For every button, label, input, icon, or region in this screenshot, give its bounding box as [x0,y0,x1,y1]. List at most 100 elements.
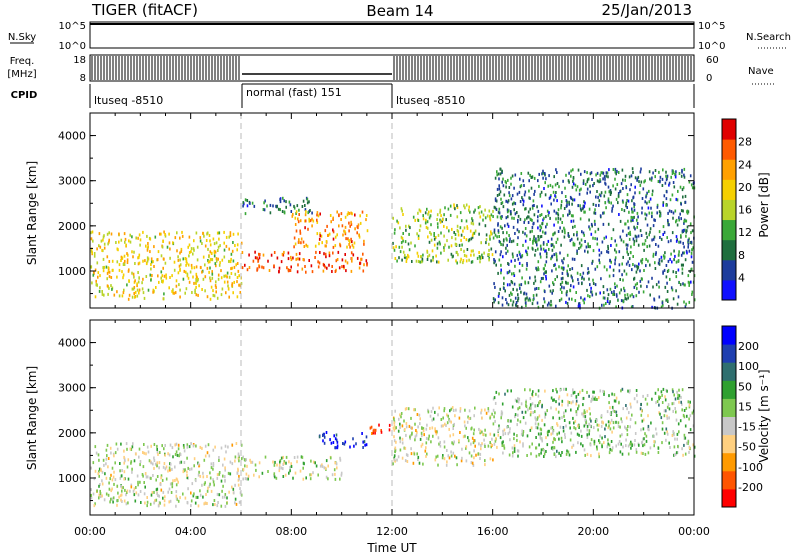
data-cell-3 [340,218,342,221]
data-cell-5 [552,190,555,194]
data-cell-0 [93,504,96,508]
data-cell-5 [556,182,559,185]
data-cell-5 [517,214,520,218]
data-cell-5 [649,263,651,267]
data-cell-0 [149,250,151,254]
data-cell-4 [453,203,455,207]
data-cell-1 [345,269,347,273]
data-cell-5 [627,425,629,428]
data-cell-0 [113,482,115,486]
data-cell-0 [226,271,229,275]
data-cell-5 [555,387,557,391]
data-cell-4 [440,424,443,428]
data-cell-4 [443,457,446,461]
data-cell-5 [602,296,605,300]
data-cell-3 [332,230,335,234]
data-cell-5 [597,227,600,231]
data-cell-0 [230,257,232,261]
data-cell-5 [570,431,573,435]
data-cell-5 [603,303,605,307]
data-cell-5 [571,445,573,449]
data-cell-1 [310,459,312,463]
data-cell-5 [598,441,601,445]
data-cell-1 [278,469,281,473]
data-cell-1 [285,455,288,459]
data-cell-5 [615,444,617,448]
data-cell-3 [319,212,321,216]
data-cell-0 [104,472,106,476]
data-cell-3 [299,219,302,223]
data-cell-1 [310,264,313,268]
data-cell-5 [615,250,618,254]
xtick-label: 16:00 [477,525,509,538]
data-cell-3 [358,235,361,239]
data-cell-0 [195,293,198,297]
data-cell-5 [613,393,616,397]
data-cell-0 [229,472,232,476]
data-cell-4 [425,446,427,450]
data-cell-1 [275,476,278,480]
data-cell-5 [497,229,500,233]
data-cell-0 [222,463,224,467]
data-cell-4 [422,214,424,218]
data-cell-0 [196,495,199,499]
data-cell-4 [435,236,437,239]
data-cell-0 [110,497,112,501]
data-cell-5 [678,240,680,244]
data-cell-5 [590,171,593,175]
data-cell-4 [459,260,462,264]
data-cell-5 [583,301,585,305]
data-cell-0 [94,469,97,473]
data-cell-5 [513,186,515,190]
data-cell-0 [177,443,180,447]
data-cell-5 [626,407,628,411]
data-cell-5 [629,402,632,406]
data-cell-5 [537,422,540,426]
data-cell-5 [642,290,645,294]
data-cell-5 [648,233,650,237]
data-cell-5 [556,449,558,453]
data-cell-5 [584,411,586,415]
data-cell-5 [517,218,519,222]
data-cell-5 [651,211,653,215]
data-cell-5 [530,406,532,410]
data-cell-5 [500,216,503,220]
data-cell-4 [464,434,466,438]
data-cell-5 [656,205,659,209]
data-cell-5 [679,240,682,244]
data-cell-0 [202,495,204,499]
data-cell-5 [647,206,650,210]
data-cell-5 [540,277,543,280]
data-cell-3 [299,231,302,235]
data-cell-2 [262,208,265,211]
data-cell-0 [108,286,110,290]
data-cell-0 [159,232,161,236]
data-cell-4 [473,449,475,453]
data-cell-5 [532,294,535,298]
data-cell-5 [535,392,537,396]
data-cell-5 [516,228,519,232]
data-cell-5 [615,197,618,201]
data-cell-0 [221,287,224,291]
data-cell-5 [593,390,595,394]
data-cell-5 [552,289,554,293]
data-cell-5 [507,199,510,203]
data-cell-5 [667,220,669,224]
data-cell-0 [239,487,241,491]
data-cell-5 [583,297,586,301]
data-cell-0 [203,482,206,486]
data-cell-0 [99,483,101,486]
data-cell-0 [98,474,100,478]
data-cell-5 [651,397,653,401]
data-cell-5 [552,282,555,286]
data-cell-5 [673,445,676,449]
data-cell-5 [515,301,518,304]
data-cell-3 [365,214,368,217]
data-cell-5 [598,193,601,197]
data-cell-0 [121,489,123,493]
ytick-label: 2000 [58,427,86,440]
data-cell-4 [405,260,408,263]
data-cell-5 [567,450,570,454]
data-cell-0 [139,238,142,242]
data-cell-5 [659,412,661,416]
